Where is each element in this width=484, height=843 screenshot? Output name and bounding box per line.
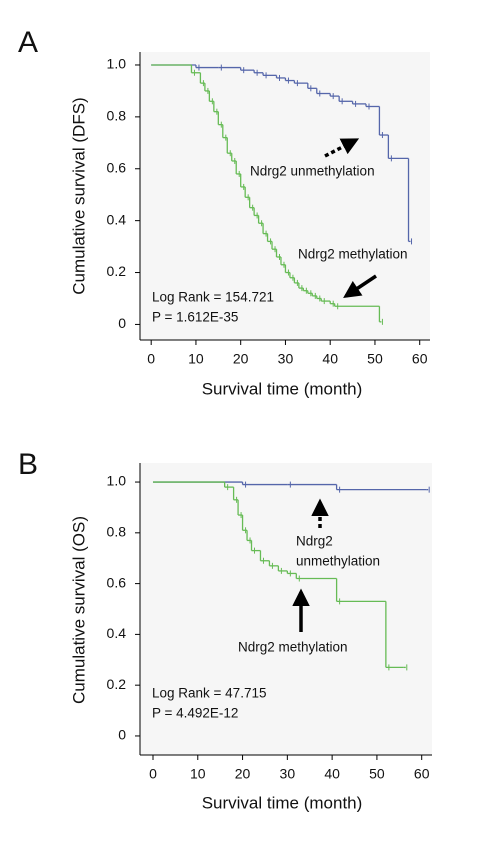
y-tick-label: 0.2 bbox=[107, 676, 127, 692]
x-tick-label: 60 bbox=[414, 766, 430, 782]
x-tick-label: 0 bbox=[147, 351, 155, 367]
annotation: Ndrg2 methylation bbox=[298, 247, 408, 262]
y-tick-label: 0.4 bbox=[107, 625, 127, 641]
arrow bbox=[343, 274, 377, 298]
y-tick-label: 1.0 bbox=[107, 473, 127, 489]
y-tick-label: 0.8 bbox=[107, 524, 127, 540]
y-tick-label: 1.0 bbox=[107, 56, 127, 72]
x-tick-label: 50 bbox=[369, 766, 385, 782]
x-tick-label: 40 bbox=[324, 766, 340, 782]
annotation: unmethylation bbox=[296, 554, 380, 569]
plot-area bbox=[140, 463, 432, 755]
x-tick-label: 10 bbox=[190, 766, 206, 782]
x-tick-label: 40 bbox=[322, 351, 338, 367]
y-tick-label: 0 bbox=[118, 727, 126, 743]
y-tick-label: 0 bbox=[118, 315, 126, 331]
annotation: Log Rank = 154.721 bbox=[152, 290, 274, 305]
x-tick-label: 20 bbox=[235, 766, 251, 782]
y-tick-label: 0.6 bbox=[107, 159, 127, 175]
annotation: Log Rank = 47.715 bbox=[152, 686, 266, 701]
x-axis-label: Survival time (month) bbox=[202, 379, 363, 398]
annotation: Ndrg2 methylation bbox=[238, 640, 348, 655]
x-axis-label: Survival time (month) bbox=[202, 793, 363, 812]
x-tick-label: 0 bbox=[149, 766, 157, 782]
x-tick-label: 30 bbox=[280, 766, 296, 782]
y-axis-label: Cumulative survival (OS) bbox=[69, 516, 88, 704]
y-tick-label: 0.4 bbox=[107, 211, 127, 227]
x-tick-label: 20 bbox=[233, 351, 249, 367]
arrow bbox=[324, 138, 360, 158]
y-tick-label: 0.8 bbox=[107, 108, 127, 124]
panel-label: B bbox=[18, 448, 38, 481]
x-tick-label: 30 bbox=[278, 351, 294, 367]
plot-area bbox=[140, 52, 430, 340]
x-tick-label: 10 bbox=[188, 351, 204, 367]
panel-label: A bbox=[18, 26, 38, 59]
annotation: P = 4.492E-12 bbox=[152, 706, 238, 721]
annotation: Ndrg2 bbox=[296, 534, 333, 549]
y-axis-label: Cumulative survival (DFS) bbox=[69, 97, 88, 294]
x-tick-label: 50 bbox=[367, 351, 383, 367]
y-tick-label: 0.2 bbox=[107, 263, 127, 279]
annotation: Ndrg2 unmethylation bbox=[250, 164, 375, 179]
annotation: P = 1.612E-35 bbox=[152, 310, 238, 325]
y-tick-label: 0.6 bbox=[107, 574, 127, 590]
x-tick-label: 60 bbox=[412, 351, 428, 367]
